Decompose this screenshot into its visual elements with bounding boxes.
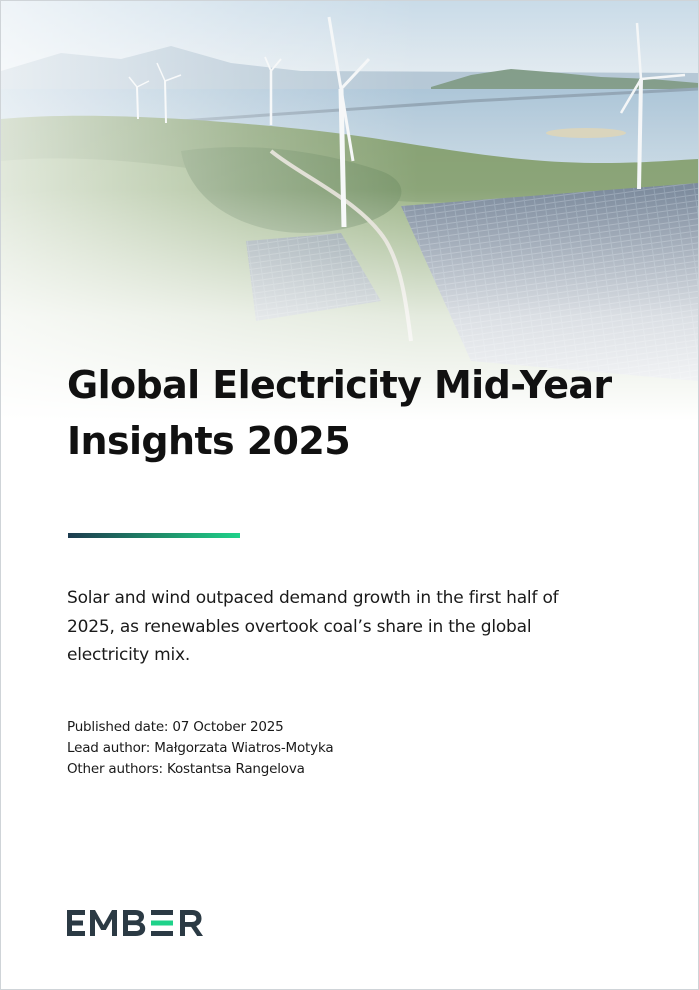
ember-logo: [67, 910, 203, 936]
report-title-line-2: Insights 2025: [67, 419, 351, 463]
report-summary-line-2: 2025, as renewables overtook coal’s shar…: [67, 616, 532, 637]
report-summary-line-3: electricity mix.: [67, 645, 191, 665]
report-summary: Solar and wind outpaced demand growth in…: [67, 584, 647, 670]
hero-image: [1, 1, 698, 421]
other-authors: Other authors: Kostantsa Rangelova: [67, 761, 305, 777]
report-title: Global Electricity Mid-Year Insights 202…: [67, 357, 667, 469]
published-date: Published date: 07 October 2025: [67, 719, 284, 735]
report-summary-line-1: Solar and wind outpaced demand growth in…: [67, 588, 559, 608]
accent-divider: [68, 533, 240, 538]
report-title-line-1: Global Electricity Mid-Year: [67, 363, 612, 407]
report-metadata: Published date: 07 October 2025 Lead aut…: [67, 717, 334, 780]
lead-author: Lead author: Małgorzata Wiatros-Motyka: [67, 740, 334, 756]
